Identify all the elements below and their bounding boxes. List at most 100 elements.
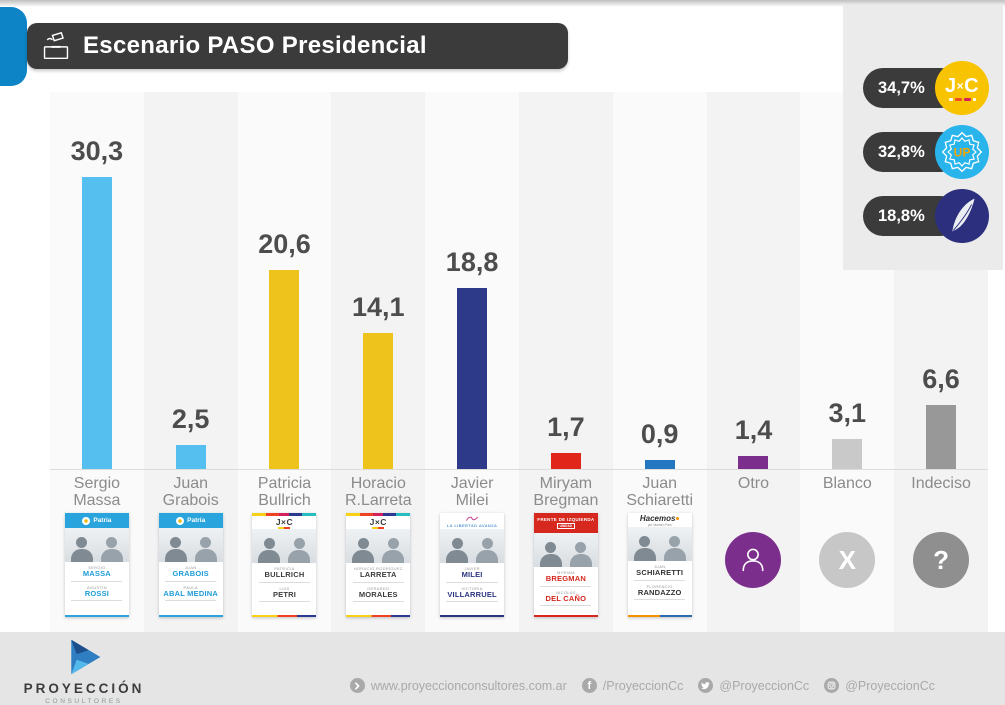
chart-column-javier-milei: 18,8 Javier Milei LA LIBERTAD AVANZA JAVI…: [425, 92, 519, 632]
page-title: Escenario PASO Presidencial: [83, 32, 427, 59]
person-silhouette: [256, 538, 282, 563]
category-label: Javier Milei: [450, 475, 494, 509]
ballot-card: Hacemos por Nuestro País JUAN SCHIARETTI F…: [627, 513, 692, 617]
title-bar: Escenario PASO Presidencial: [27, 23, 568, 69]
bar-value-label: 18,8: [445, 247, 499, 277]
category-label: Horacio R.Larreta: [344, 475, 412, 509]
bar-value-label: 3,1: [828, 398, 867, 428]
person-silhouette: [350, 538, 376, 563]
person-badge: [725, 532, 782, 588]
ballot-candidate: PATRICIA BULLRICH: [252, 566, 316, 585]
question-badge: ?: [913, 532, 970, 588]
bar-value-label: 1,7: [547, 412, 585, 442]
summary-badge-3: 18,8%: [863, 188, 989, 244]
chart-column-horacio-r-larreta: 14,1 Horacio R.Larreta J×C HORACIO RODRÍG…: [331, 92, 426, 632]
party-header: Patria: [158, 513, 223, 528]
party-header: FRENTE DE IZQUIERDA UNIDAD: [533, 513, 598, 533]
bar-juan-grabois: [175, 445, 206, 469]
ballot-candidate: MYRIAM BREGMAN: [534, 570, 598, 589]
person-silhouette: [662, 536, 688, 561]
ballot-candidate: JAVIER MILEI: [440, 566, 504, 585]
bar-value-label: 20,6: [258, 229, 311, 259]
up-sun-logo-icon: UP: [941, 131, 983, 173]
lla-feather-logo-icon: [952, 198, 975, 232]
ballot-card: LA LIBERTAD AVANZA JAVIER MILEI VICTORIA V…: [440, 513, 505, 617]
person-silhouette: [538, 542, 564, 567]
candidates-photo: [346, 529, 411, 563]
sun-icon: [82, 516, 91, 525]
candidates-photo: [158, 528, 223, 562]
person-silhouette: [99, 537, 125, 562]
summary-badge-2: 32,8% UP: [863, 124, 989, 180]
category-label: Otro: [737, 475, 770, 492]
lla-scribble-icon: [466, 516, 479, 521]
ballot-candidate: VICTORIA VILLARRUEL: [440, 586, 504, 605]
proyeccion-logo: PROYECCIÓN CONSULTORES: [24, 634, 141, 705]
footer-link-1: www.proyeccionconsultores.com.ar: [349, 678, 567, 693]
ballot-candidate: GERARDO MORALES: [346, 586, 410, 605]
bar-miryam-bregman: [550, 453, 581, 469]
ballot-box-icon: [41, 30, 71, 62]
bar-value-label: 1,4: [734, 415, 773, 445]
bar-blanco: [832, 439, 863, 469]
chart-column-miryam-bregman: 1,7 Miryam Bregman FRENTE DE IZQUIERDA UNI…: [518, 92, 613, 632]
candidates-photo: [64, 528, 129, 562]
chart-column-otro: 1,4 Otro: [706, 92, 801, 632]
person-silhouette: [69, 537, 95, 562]
person-icon: [742, 548, 764, 572]
chart-column-sergio-massa: 30,3 Sergio Massa Patria SERGIO MASSA AGUS…: [50, 92, 144, 632]
ballot-candidate: FLORENCIO RANDAZZO: [628, 584, 692, 603]
twitter-icon: [698, 678, 714, 693]
bar-juan-schiaretti: [644, 460, 675, 469]
person-silhouette: [380, 538, 406, 563]
ballot-candidate: JUAN SCHIARETTI: [628, 564, 692, 583]
bar-otro: [738, 456, 769, 469]
person-silhouette: [193, 537, 219, 562]
logo-name: PROYECCIÓN: [23, 681, 145, 696]
svg-text:UP: UP: [954, 145, 971, 159]
footer-link-3: @ProyeccionCc: [698, 678, 809, 693]
ballot-candidate: HORACIO RODRÍGUEZ LARRETA: [346, 566, 410, 585]
footer-link-2: f/ProyeccionCc: [581, 678, 683, 693]
sun-icon: [176, 516, 185, 525]
ballot-candidate: SERGIO MASSA: [65, 565, 129, 584]
party-header: Patria: [64, 513, 129, 528]
category-label: Blanco: [822, 475, 872, 492]
category-label: Juan Schiaretti: [626, 475, 694, 509]
category-label: Juan Grabois: [162, 475, 219, 509]
brand-side-tab: [0, 7, 27, 86]
summary-panel: 34,7% J×C 32,8% UP 18,8%: [843, 5, 1003, 270]
chart-column-juan-grabois: 2,5 Juan Grabois Patria JUAN GRABOIS PAULA…: [143, 92, 238, 632]
bar-value-label: 30,3: [70, 136, 124, 166]
candidates-photo: [252, 529, 317, 563]
ballot-candidate: NICOLÁS DEL CAÑO: [534, 590, 598, 609]
category-label: Patricia Bullrich: [257, 475, 312, 509]
ballot-card: J×C HORACIO RODRÍGUEZ LARRETA GERARDO MORA…: [346, 513, 411, 617]
party-header: LA LIBERTAD AVANZA: [440, 513, 504, 529]
ballot-candidate: LUIS PETRI: [252, 586, 316, 605]
bar-value-label: 14,1: [352, 292, 405, 322]
top-gradient-strip: [0, 0, 1005, 7]
logo-subtitle: CONSULTORES: [45, 698, 123, 705]
person-silhouette: [444, 538, 470, 563]
category-label: Indeciso: [911, 475, 971, 492]
bar-sergio-massa: [81, 177, 112, 469]
person-silhouette: [568, 542, 594, 567]
lla-party-logo: [935, 189, 989, 243]
footer-link-text: @ProyeccionCc: [719, 678, 810, 693]
arrow-circle-icon: [349, 678, 365, 693]
bar-value-label: 6,6: [922, 364, 960, 394]
bar-horacio-r-larreta: [363, 333, 394, 469]
ballot-card: FRENTE DE IZQUIERDA UNIDAD MYRIAM BREGMAN …: [533, 513, 598, 617]
ballot-candidate: AGUSTÍN ROSSI: [65, 585, 129, 604]
question-icon: ?: [933, 544, 949, 575]
category-label: Miryam Bregman: [533, 475, 599, 509]
candidates-photo: [533, 533, 598, 567]
ballot-card: J×C PATRICIA BULLRICH LUIS PETRI: [252, 513, 317, 617]
proyeccion-arrow-logo: [64, 634, 104, 680]
ballot-candidate: JUAN GRABOIS: [159, 565, 223, 584]
ballot-candidate: PAULA ABAL MEDINA: [159, 585, 223, 604]
person-silhouette: [632, 536, 658, 561]
bar-chart: 30,3 Sergio Massa Patria SERGIO MASSA AGUS…: [50, 92, 988, 632]
